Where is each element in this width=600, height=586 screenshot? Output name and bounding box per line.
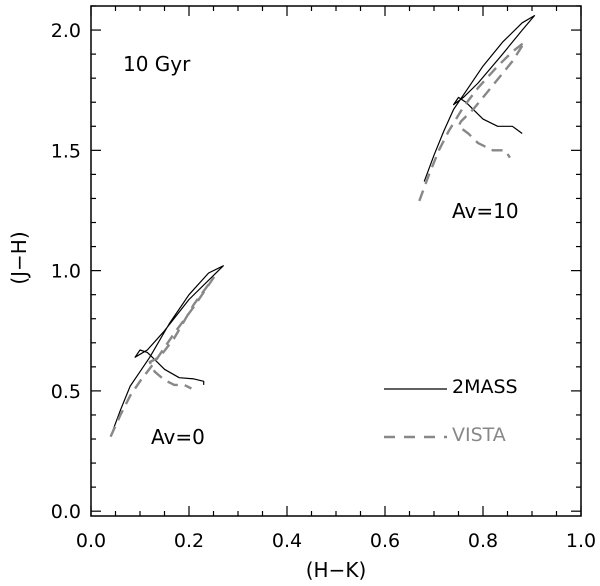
annotation-av10: Av=10 [452,199,519,223]
x-tick-label: 0.8 [468,530,498,552]
x-tick-label: 0.2 [174,530,204,552]
y-axis-label: (J−H) [7,231,31,284]
x-tick-label: 0.0 [76,530,106,552]
y-tick-label: 1.5 [51,140,81,162]
series-layer [109,15,536,438]
annotation-av0: Av=0 [151,425,205,449]
y-tick-label: 0.5 [51,381,81,403]
series-line-3 [418,40,526,202]
x-tick-label: 1.0 [566,530,596,552]
series-line-2 [423,15,536,182]
series-line-0 [110,265,224,437]
x-tick-label: 0.4 [272,530,302,552]
y-tick-label: 2.0 [51,20,81,42]
legend-label-vista: VISTA [452,424,506,446]
annotation-age: 10 Gyr [123,52,191,76]
legend: 2MASS VISTA [384,376,518,446]
y-tick-label: 0.0 [51,501,81,523]
series-line-1 [109,276,215,438]
x-axis-label: (H−K) [306,558,367,582]
axis-ticks: 0.0 0.2 0.4 0.6 0.8 1.0 0.0 0.5 1.0 1.5 2.0 [51,5,596,552]
x-tick-label: 0.6 [370,530,400,552]
y-tick-label: 1.0 [51,261,81,283]
legend-label-2mass: 2MASS [452,376,518,398]
